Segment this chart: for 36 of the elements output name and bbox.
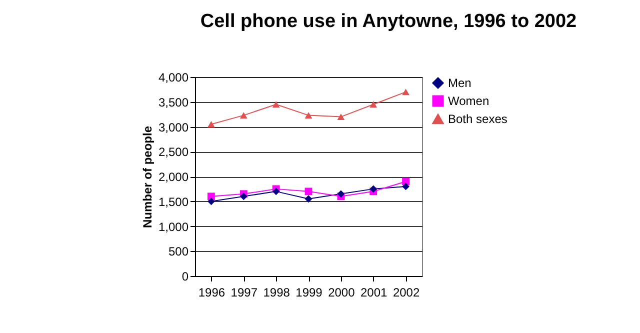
y-tick-label: 2,500 xyxy=(158,145,189,160)
point xyxy=(370,185,378,193)
chart-title: Cell phone use in Anytowne, 1996 to 2002 xyxy=(200,11,577,32)
point xyxy=(304,112,312,119)
point xyxy=(272,101,280,108)
y-tick-label: 2,000 xyxy=(158,170,189,184)
point xyxy=(337,190,345,198)
x-tick-label: 2002 xyxy=(392,286,420,300)
y-tick-label: 500 xyxy=(168,244,189,259)
y-tick-label: 4,000 xyxy=(158,70,189,84)
point xyxy=(370,101,378,108)
point xyxy=(402,88,410,96)
point xyxy=(208,121,215,128)
y-tick-label: 1,500 xyxy=(158,194,189,209)
point xyxy=(272,188,280,196)
point xyxy=(240,112,248,119)
x-tick-label: 1996 xyxy=(198,286,226,300)
y-tick-label: 3,500 xyxy=(158,95,189,110)
legend-label: Women xyxy=(448,94,490,108)
legend-label: Both sexes xyxy=(448,112,508,126)
x-tick-label: 2001 xyxy=(360,286,388,300)
y-tick-label: 1,000 xyxy=(158,220,189,234)
point xyxy=(402,182,410,190)
point xyxy=(337,114,345,120)
y-tick-label: 0 xyxy=(182,270,189,284)
point xyxy=(304,188,312,196)
point xyxy=(208,198,215,206)
x-tick-label: 1997 xyxy=(230,286,258,300)
point xyxy=(304,195,312,203)
legend-label: Men xyxy=(448,76,472,90)
y-axis-title: Number of people xyxy=(140,126,154,228)
y-tick-label: 3,000 xyxy=(158,120,189,134)
x-tick-label: 1999 xyxy=(296,286,323,300)
x-tick-label: 1998 xyxy=(263,286,290,300)
point xyxy=(240,192,248,200)
x-tick-label: 2000 xyxy=(328,286,356,300)
